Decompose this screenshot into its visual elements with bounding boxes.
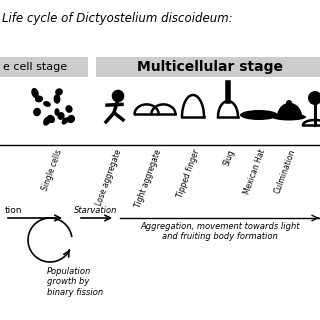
Circle shape [112,90,124,102]
Ellipse shape [54,108,60,116]
Text: Tipped finger: Tipped finger [176,148,202,199]
Ellipse shape [272,114,306,121]
Ellipse shape [55,88,63,96]
Text: Lose aggregate: Lose aggregate [95,148,124,207]
Bar [96,57,320,77]
Ellipse shape [31,88,39,98]
Text: e cell stage: e cell stage [3,62,67,72]
Ellipse shape [53,94,60,104]
Text: Slug: Slug [222,148,236,167]
Ellipse shape [240,110,278,120]
Ellipse shape [62,117,68,124]
Ellipse shape [65,105,73,113]
Bar [0,57,88,77]
Text: Population
growth by
binary fission: Population growth by binary fission [47,267,103,297]
Ellipse shape [43,101,51,107]
Text: Mexican Hat: Mexican Hat [243,148,268,196]
Text: Life cycle of Dictyostelium discoideum:: Life cycle of Dictyostelium discoideum: [2,12,233,25]
Text: Single cells: Single cells [40,148,63,192]
Ellipse shape [33,108,41,116]
Text: Culmination: Culmination [273,148,298,195]
Circle shape [286,100,292,106]
Text: Tight aggregate: Tight aggregate [134,148,164,209]
Ellipse shape [47,115,55,123]
Ellipse shape [43,116,51,126]
Ellipse shape [35,96,43,102]
Text: Aggregation, movement towards light
and fruiting body formation: Aggregation, movement towards light and … [140,222,300,241]
Ellipse shape [67,115,75,123]
Circle shape [308,91,320,105]
Text: Multicellular stage: Multicellular stage [137,60,283,74]
Ellipse shape [57,112,65,120]
Text: Starvation: Starvation [74,206,118,215]
Text: tion: tion [5,206,22,215]
